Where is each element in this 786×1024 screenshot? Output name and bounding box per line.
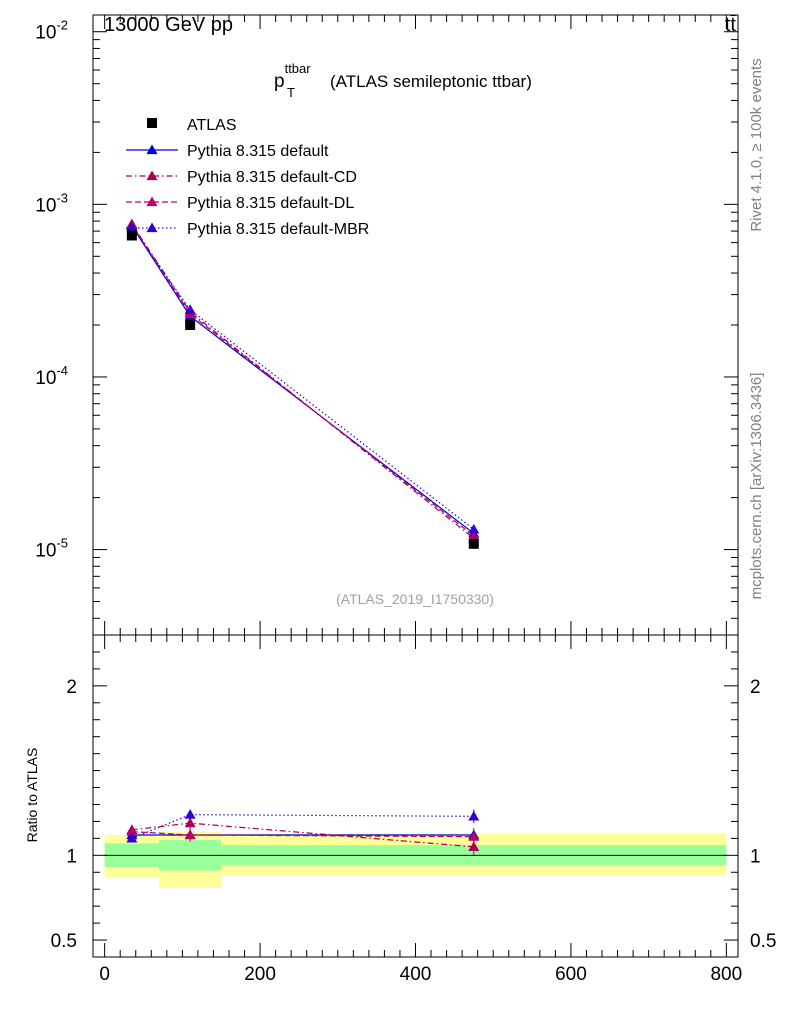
legend-series-marker [146, 196, 158, 207]
legend-atlas-label: ATLAS [187, 117, 237, 134]
main-ytick-base: 10 [35, 23, 56, 44]
main-series-lines [131, 223, 475, 539]
series-line [131, 224, 475, 537]
ratio-series-marker [468, 831, 480, 841]
ratio-frame [92, 634, 739, 958]
ratio-ylabel: Ratio to ATLAS [24, 748, 40, 843]
main-ytick-exp: -2 [56, 18, 68, 33]
ratio-ticks [93, 635, 738, 957]
ratio-series-marker [184, 809, 196, 819]
main-ticks [93, 15, 738, 635]
source-label: mcplots.cern.ch [arXiv:1306.3436] [748, 373, 765, 600]
main-ytick-label: 10-2 [35, 18, 68, 44]
main-series-markers [126, 218, 480, 543]
energy-label: 13000 GeV pp [104, 14, 233, 36]
ratio-ytick-label-right: 2 [750, 677, 761, 698]
title-sup: ttbar [285, 61, 312, 76]
atlas-data-point [468, 538, 479, 549]
x-tick-label: 200 [244, 964, 276, 985]
title-rest: (ATLAS semileptonic ttbar) [330, 72, 532, 91]
legend-series-label: Pythia 8.315 default-DL [187, 195, 354, 212]
main-ytick-base: 10 [35, 195, 56, 216]
ratio-ytick-label-left: 1 [66, 846, 77, 867]
title-sub: T [287, 85, 295, 100]
ratio-ytick-label-right: 1 [750, 846, 761, 867]
x-tick-label: 800 [710, 964, 742, 985]
main-ytick-exp: -4 [56, 363, 68, 378]
series-line [131, 223, 475, 539]
series-marker [126, 221, 138, 232]
main-ytick-labels: 10-510-410-310-2 [35, 18, 68, 562]
series-marker [184, 304, 196, 314]
main-ytick-label: 10-4 [35, 363, 68, 389]
main-ytick-exp: -3 [56, 190, 68, 205]
ratio-ytick-labels: 0.5 0.5 1 1 2 2 [51, 677, 777, 952]
ratio-series-marker [184, 829, 196, 840]
rivet-version-label: Rivet 4.1.0, ≥ 100k events [748, 58, 765, 231]
ratio-ytick-label-left: 2 [66, 677, 77, 698]
atlas-data-points [126, 230, 479, 549]
legend-series-label: Pythia 8.315 default-CD [187, 169, 357, 186]
legend-series-label: Pythia 8.315 default [187, 143, 329, 160]
legend-series-label: Pythia 8.315 default-MBR [187, 221, 369, 238]
main-ytick-exp: -5 [56, 536, 68, 551]
ratio-series-line [131, 814, 474, 839]
main-ytick-label: 10-3 [35, 190, 68, 216]
ratio-panel: 0.5 0.5 1 1 2 2 0 200 400 600 800 Ratio to ATLAS [24, 634, 777, 985]
series-line [131, 226, 475, 530]
atlas-data-point [185, 320, 196, 330]
ratio-series-marker [184, 817, 196, 828]
legend-series-marker [146, 222, 158, 233]
ratio-series-markers [126, 809, 480, 856]
x-tick-labels: 0 200 400 600 800 [99, 964, 742, 985]
atlas-data-point [126, 230, 137, 241]
legend-series-marker [146, 144, 158, 155]
series-marker [468, 523, 480, 534]
ratio-series-marker [126, 832, 138, 843]
x-tick-label: 400 [400, 964, 432, 985]
main-ytick-label: 10-5 [35, 536, 68, 562]
analysis-id-label: (ATLAS_2019_I1750330) [336, 591, 494, 607]
title-main: p [274, 71, 285, 92]
ratio-series-marker [468, 841, 480, 851]
ratio-ytick-label-right: 0.5 [750, 931, 776, 952]
process-label: tt̄ [725, 14, 737, 36]
legend: ATLAS Pythia 8.315 default Pythia 8.315 d… [126, 117, 369, 238]
main-ytick-base: 10 [35, 368, 56, 389]
legend-series-marker [146, 170, 158, 181]
main-panel: 10-510-410-310-2 pttbar T(ATLAS semilepto… [35, 14, 739, 636]
chart-title: pttbar T (ATLAS semileptonic ttbar) [274, 61, 532, 100]
legend-atlas-marker [147, 118, 157, 128]
x-tick-label: 600 [555, 964, 587, 985]
ratio-uncertainty-bands [104, 831, 727, 888]
ratio-series-marker [468, 810, 480, 821]
ratio-series-marker [126, 826, 138, 836]
series-marker [468, 530, 480, 541]
series-line [131, 225, 475, 534]
x-tick-label: 0 [99, 964, 110, 985]
ratio-ytick-label-left: 0.5 [51, 931, 77, 952]
main-ytick-base: 10 [35, 541, 56, 562]
